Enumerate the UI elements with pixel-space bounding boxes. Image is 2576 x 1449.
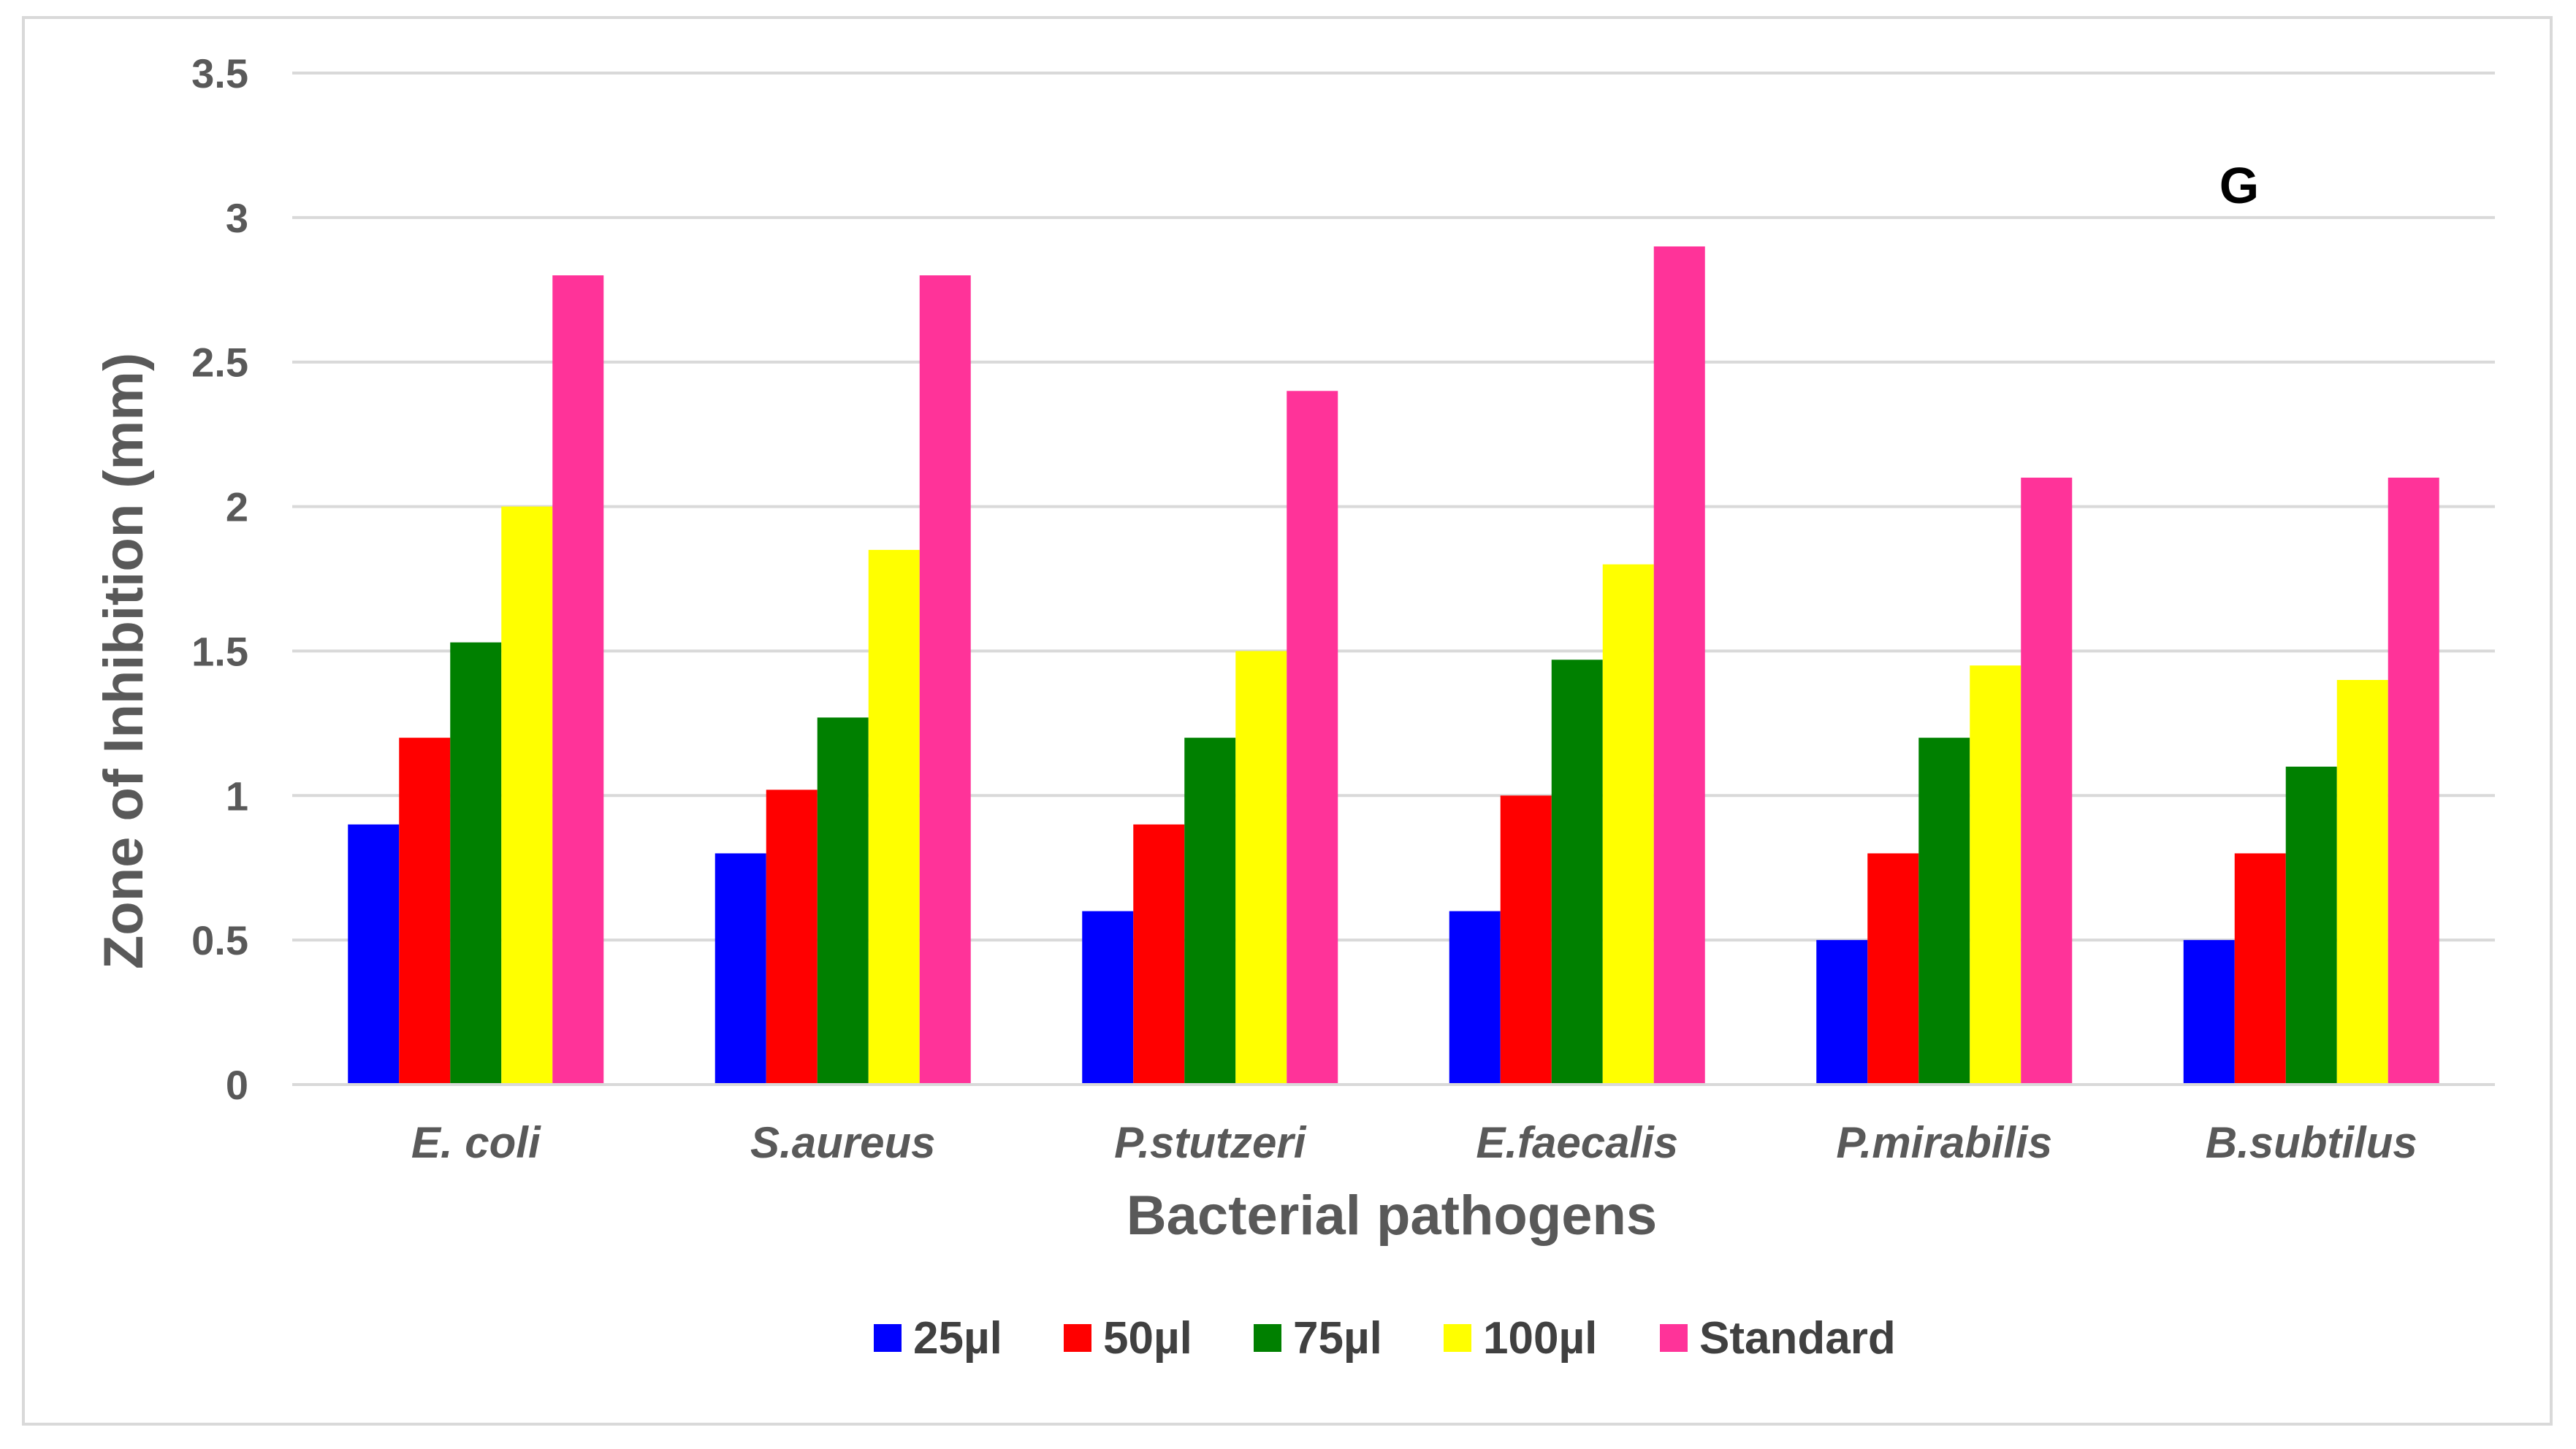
bar: [1184, 738, 1236, 1085]
legend-swatch: [1444, 1324, 1471, 1352]
y-tick-label: 2: [226, 484, 248, 530]
bar: [348, 824, 400, 1085]
y-tick-label: 3.5: [191, 50, 248, 96]
bar: [2234, 853, 2286, 1085]
bar: [501, 506, 553, 1085]
panel-label: G: [2219, 157, 2259, 214]
gridlines: [292, 72, 2495, 942]
bar: [868, 549, 920, 1085]
bar: [2021, 478, 2073, 1085]
legend-label: Standard: [1699, 1313, 1896, 1364]
bar: [2183, 940, 2235, 1085]
y-axis-ticks: 0 0.5 1 1.5 2 2.5 3 3.5: [191, 50, 248, 1108]
bar: [1082, 911, 1134, 1085]
legend-label: 25µl: [913, 1313, 1002, 1364]
bar: [817, 717, 869, 1085]
x-tick-label: S.aureus: [750, 1118, 935, 1167]
legend-swatch: [1064, 1324, 1091, 1352]
x-tick-label: B.subtilus: [2206, 1118, 2417, 1167]
bar: [919, 275, 971, 1085]
bar: [2285, 766, 2337, 1085]
legend-swatch: [1660, 1324, 1688, 1352]
bar: [766, 790, 818, 1085]
x-tick-label: P.mirabilis: [1836, 1118, 2052, 1167]
bar: [1449, 911, 1501, 1085]
legend-label: 75µl: [1293, 1313, 1382, 1364]
bar: [1500, 795, 1552, 1085]
bar: [715, 853, 766, 1085]
y-tick-label: 1.5: [191, 628, 248, 674]
bar: [1653, 246, 1705, 1085]
y-tick-label: 1: [226, 773, 248, 819]
bar: [1551, 659, 1603, 1085]
y-tick-label: 2.5: [191, 340, 248, 386]
x-axis-title: Bacterial pathogens: [1127, 1185, 1657, 1247]
bar: [1133, 824, 1185, 1085]
x-tick-label: E. coli: [411, 1118, 541, 1167]
legend-label: 50µl: [1103, 1313, 1192, 1364]
bar: [1970, 665, 2021, 1085]
y-tick-label: 3: [226, 195, 248, 241]
x-axis-categories: E. coli S.aureus P.stutzeri E.faecalis P.mir…: [411, 1118, 2417, 1167]
y-axis-title: Zone of Inhibition (mm): [93, 353, 155, 969]
y-tick-label: 0.5: [191, 917, 248, 963]
bar: [1287, 391, 1338, 1085]
bar: [552, 275, 604, 1085]
bars: [348, 246, 2439, 1085]
bar: [1867, 853, 1919, 1085]
x-tick-label: E.faecalis: [1476, 1118, 1678, 1167]
bar: [2388, 478, 2439, 1085]
bar: [1816, 940, 1868, 1085]
legend-label: 100µl: [1483, 1313, 1597, 1364]
bar: [2336, 680, 2388, 1085]
x-tick-label: P.stutzeri: [1114, 1118, 1307, 1167]
bar: [450, 642, 502, 1085]
legend: 25µl 50µl 75µl 100µl Standard: [874, 1313, 1896, 1364]
legend-swatch: [1254, 1324, 1281, 1352]
y-tick-label: 0: [226, 1062, 248, 1108]
bar: [1918, 738, 1970, 1085]
bar: [1235, 651, 1287, 1085]
legend-swatch: [874, 1324, 902, 1352]
bar: [399, 738, 451, 1085]
bar: [1602, 564, 1654, 1085]
